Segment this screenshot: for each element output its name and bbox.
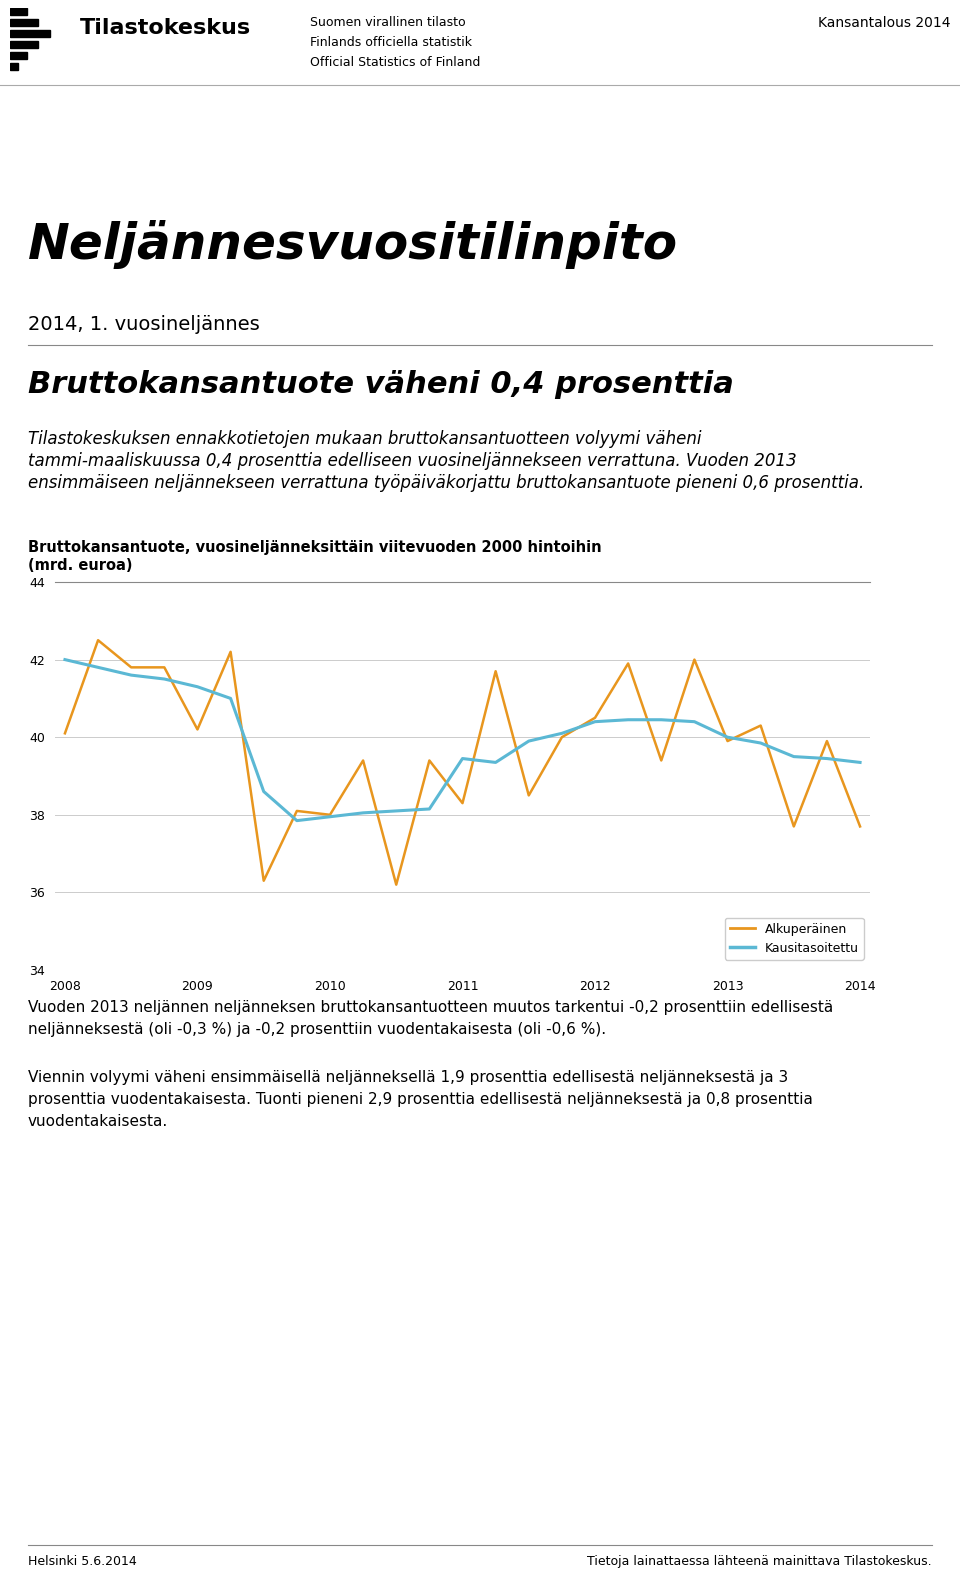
- Bar: [10, 19, 38, 27]
- Text: Viennin volyymi väheni ensimmäisellä neljänneksellä 1,9 prosenttia edellisestä n: Viennin volyymi väheni ensimmäisellä nel…: [28, 1070, 788, 1086]
- Text: Tietoja lainattaessa lähteenä mainittava Tilastokeskus.: Tietoja lainattaessa lähteenä mainittava…: [588, 1555, 932, 1568]
- Text: Suomen virallinen tilasto: Suomen virallinen tilasto: [310, 16, 466, 29]
- Text: Bruttokansantuote väheni 0,4 prosenttia: Bruttokansantuote väheni 0,4 prosenttia: [28, 369, 733, 399]
- Text: Tilastokeskus: Tilastokeskus: [80, 17, 252, 38]
- Legend: Alkuperäinen, Kausitasoitettu: Alkuperäinen, Kausitasoitettu: [725, 918, 864, 961]
- Bar: [10, 30, 50, 36]
- Text: Tilastokeskuksen ennakkotietojen mukaan bruttokansantuotteen volyymi väheni: Tilastokeskuksen ennakkotietojen mukaan …: [28, 430, 702, 449]
- Bar: [10, 52, 27, 59]
- Text: Bruttokansantuote, vuosineljänneksittäin viitevuoden 2000 hintoihin: Bruttokansantuote, vuosineljänneksittäin…: [28, 540, 602, 555]
- Text: Vuoden 2013 neljännen neljänneksen bruttokansantuotteen muutos tarkentui -0,2 pr: Vuoden 2013 neljännen neljänneksen brutt…: [28, 1000, 833, 1014]
- Text: Helsinki 5.6.2014: Helsinki 5.6.2014: [28, 1555, 136, 1568]
- Text: vuodentakaisesta.: vuodentakaisesta.: [28, 1114, 168, 1129]
- Bar: [10, 41, 38, 48]
- Text: tammi-maaliskuussa 0,4 prosenttia edelliseen vuosineljännekseen verrattuna. Vuod: tammi-maaliskuussa 0,4 prosenttia edelli…: [28, 452, 797, 471]
- Text: prosenttia vuodentakaisesta. Tuonti pieneni 2,9 prosenttia edellisestä neljännek: prosenttia vuodentakaisesta. Tuonti pien…: [28, 1092, 813, 1106]
- Text: ensimmäiseen neljännekseen verrattuna työpäiväkorjattu bruttokansantuote pieneni: ensimmäiseen neljännekseen verrattuna ty…: [28, 474, 864, 491]
- Text: neljänneksestä (oli -0,3 %) ja -0,2 prosenttiin vuodentakaisesta (oli -0,6 %).: neljänneksestä (oli -0,3 %) ja -0,2 pros…: [28, 1022, 606, 1037]
- Text: 2014, 1. vuosineljännes: 2014, 1. vuosineljännes: [28, 315, 260, 334]
- Bar: [10, 63, 18, 70]
- Text: Official Statistics of Finland: Official Statistics of Finland: [310, 55, 480, 70]
- Text: Finlands officiella statistik: Finlands officiella statistik: [310, 36, 472, 49]
- Text: (mrd. euroa): (mrd. euroa): [28, 558, 132, 574]
- Bar: [10, 8, 27, 16]
- Text: Kansantalous 2014: Kansantalous 2014: [818, 16, 950, 30]
- Text: Neljännesvuositilinpito: Neljännesvuositilinpito: [28, 220, 678, 269]
